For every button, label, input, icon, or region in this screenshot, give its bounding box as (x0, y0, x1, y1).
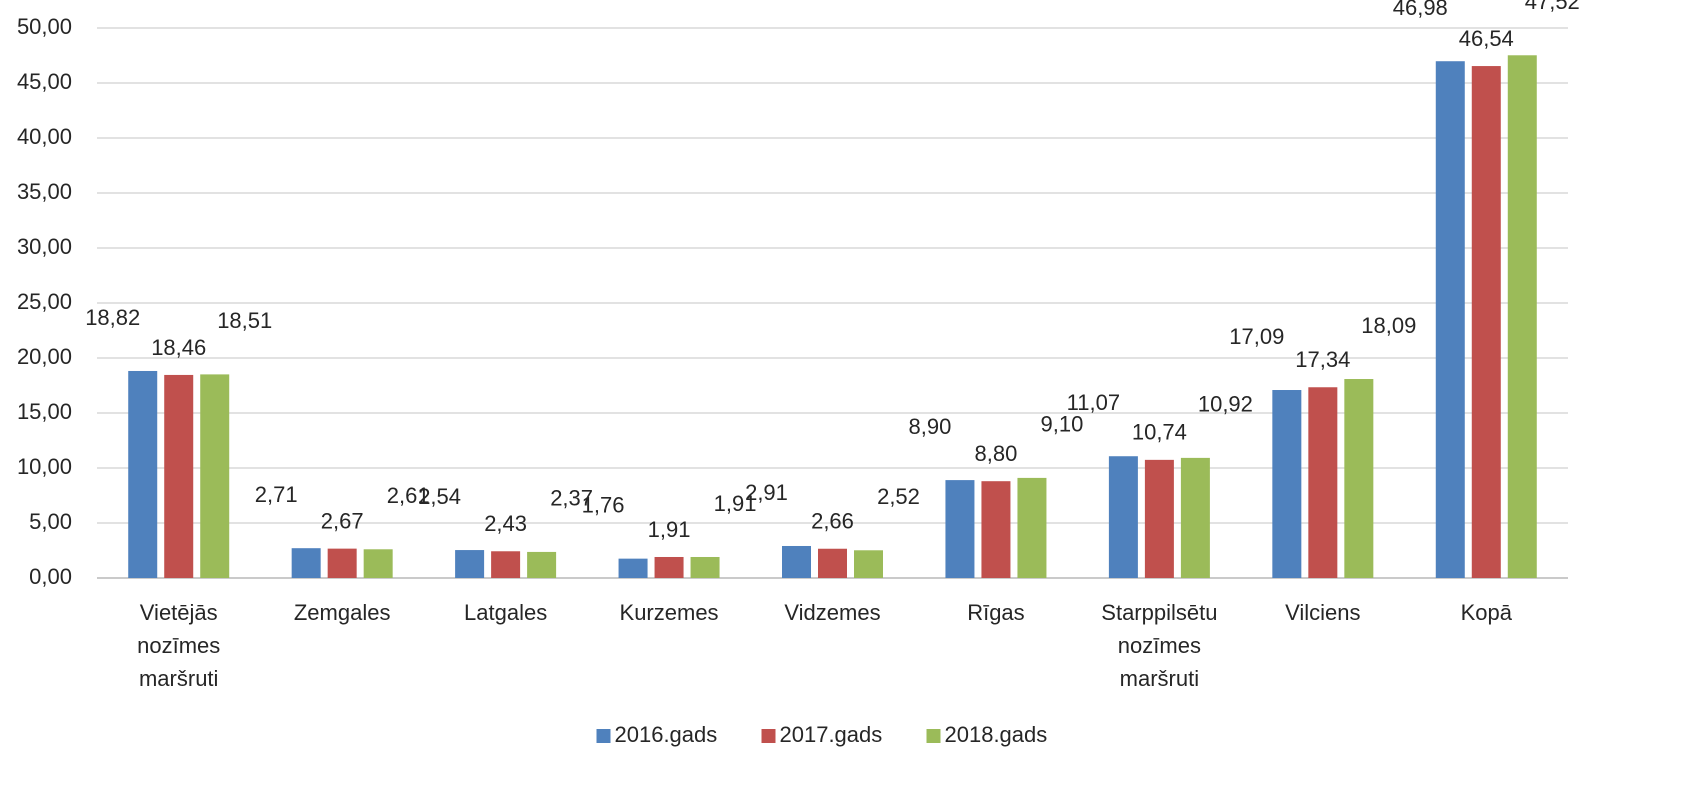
bar (1435, 61, 1465, 579)
y-tick-label: 10,00 (17, 454, 72, 479)
y-tick-label: 5,00 (29, 509, 72, 534)
x-tick-label: Rīgas (967, 600, 1025, 625)
bar (854, 550, 883, 578)
data-label: 46,98 (1393, 0, 1448, 20)
data-label: 8,80 (975, 441, 1018, 466)
data-label: 10,74 (1132, 420, 1187, 445)
x-tick-label: Kurzemes (619, 600, 719, 625)
bar (291, 548, 321, 578)
bar (1272, 390, 1302, 578)
bar (527, 551, 557, 578)
data-label: 18,46 (151, 335, 206, 360)
data-label: 18,82 (85, 305, 140, 330)
bar (1108, 456, 1138, 578)
data-label: 2,71 (255, 482, 298, 507)
bar (1144, 459, 1174, 578)
data-label: 8,90 (909, 414, 952, 439)
legend-swatch (761, 729, 776, 743)
y-tick-label: 40,00 (17, 124, 72, 149)
data-label: 47,52 (1525, 0, 1580, 14)
legend-swatch (596, 729, 611, 743)
bar (363, 549, 393, 578)
data-label: 1,76 (582, 492, 625, 517)
x-tick-label: Vilciens (1285, 600, 1361, 625)
bar (164, 374, 194, 578)
data-label: 17,09 (1229, 324, 1284, 349)
data-label: 2,66 (811, 509, 854, 534)
legend-label: 2016.gads (615, 722, 718, 747)
bar (128, 370, 158, 578)
data-label: 17,34 (1295, 347, 1350, 372)
bar (690, 556, 720, 578)
data-label: 11,07 (1067, 390, 1120, 415)
y-tick-label: 50,00 (17, 14, 72, 39)
bar (1507, 55, 1537, 578)
bar (945, 480, 975, 578)
bar (1308, 387, 1338, 578)
y-tick-label: 30,00 (17, 234, 72, 259)
x-tick-label: Latgales (464, 600, 548, 625)
bar (818, 548, 847, 578)
data-label: 18,09 (1361, 313, 1416, 338)
y-tick-label: 35,00 (17, 179, 72, 204)
y-tick-label: 15,00 (17, 399, 72, 424)
data-label: 1,91 (714, 491, 757, 516)
data-label: 18,51 (217, 308, 272, 333)
data-label: 2,91 (745, 480, 788, 505)
bar (1180, 457, 1210, 578)
x-tick-label: Vidzemes (784, 600, 881, 625)
y-tick-label: 45,00 (17, 69, 72, 94)
bar (1344, 379, 1374, 578)
x-tick-label: Starppilsētu nozīmes maršruti (1101, 600, 1218, 691)
bar (1017, 477, 1047, 578)
legend-label: 2018.gads (945, 722, 1048, 747)
bar (1471, 66, 1501, 578)
bar (491, 551, 521, 578)
y-tick-label: 20,00 (17, 344, 72, 369)
bar (200, 374, 230, 578)
bar (981, 481, 1011, 578)
y-tick-label: 0,00 (29, 564, 72, 589)
legend-swatch (926, 729, 941, 743)
bar (327, 548, 357, 578)
bar (618, 558, 648, 578)
data-label: 2,61 (387, 483, 430, 508)
y-tick-label: 25,00 (17, 289, 72, 314)
data-label: 2,67 (321, 508, 364, 533)
bar (654, 556, 684, 578)
data-label: 2,52 (877, 484, 920, 509)
legend-label: 2017.gads (780, 722, 883, 747)
bar (455, 550, 485, 578)
data-label: 10,92 (1198, 392, 1253, 417)
data-label: 46,54 (1459, 26, 1514, 51)
x-tick-label: Vietējās nozīmes maršruti (137, 600, 221, 691)
bar (782, 545, 811, 578)
data-label: 1,91 (648, 517, 691, 542)
data-label: 2,37 (550, 486, 593, 511)
data-label: 2,43 (484, 511, 527, 536)
x-tick-label: Kopā (1460, 600, 1512, 625)
x-tick-label: Zemgales (293, 600, 391, 625)
data-label: 9,10 (1041, 412, 1084, 437)
data-label: 2,54 (418, 484, 461, 509)
